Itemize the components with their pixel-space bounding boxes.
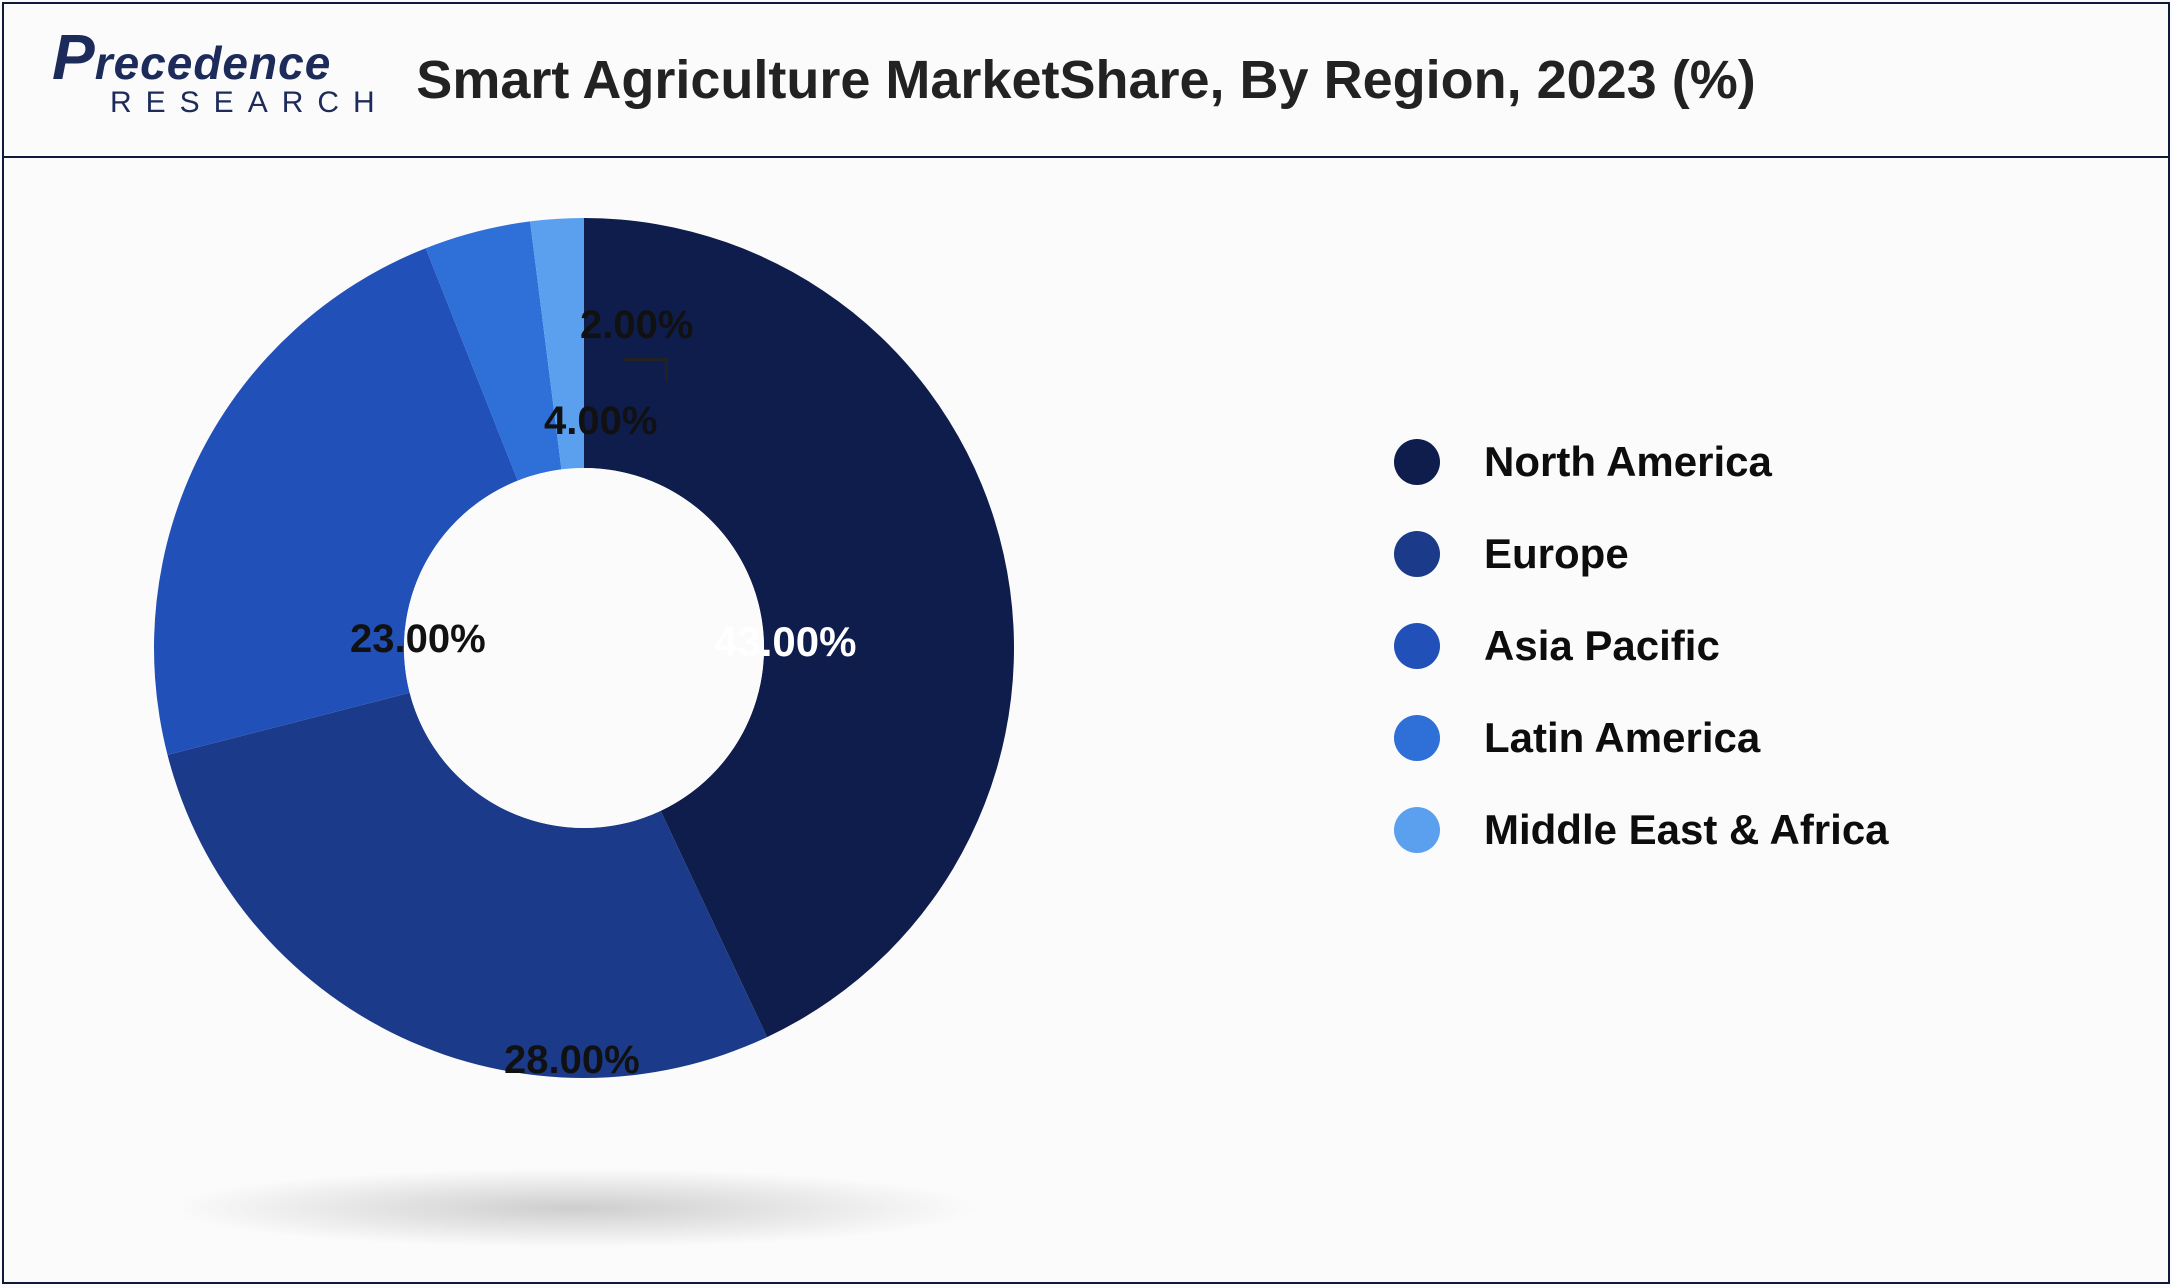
chart-body: 43.00% 28.00% 23.00% 4.00% 2.00% North A… (4, 158, 2168, 1282)
legend-text: Asia Pacific (1484, 622, 1720, 670)
leader-line-h (624, 358, 668, 361)
legend-text: Europe (1484, 530, 1629, 578)
legend: North America Europe Asia Pacific Latin … (1394, 438, 1889, 898)
legend-item-latin-america: Latin America (1394, 714, 1889, 762)
legend-item-asia-pacific: Asia Pacific (1394, 622, 1889, 670)
chart-frame: P recedence RESEARCH Smart Agriculture M… (2, 2, 2170, 1284)
slice-label-europe: 28.00% (504, 1038, 640, 1083)
slice-label-asia-pacific: 23.00% (350, 617, 486, 662)
legend-item-mea: Middle East & Africa (1394, 806, 1889, 854)
legend-text: North America (1484, 438, 1772, 486)
slice-label-north-america: 43.00% (714, 618, 856, 666)
slice-label-latin-america: 4.00% (544, 399, 657, 444)
leader-line-v (665, 358, 668, 382)
legend-dot (1394, 531, 1440, 577)
legend-dot (1394, 623, 1440, 669)
legend-text: Latin America (1484, 714, 1760, 762)
legend-item-north-america: North America (1394, 438, 1889, 486)
legend-item-europe: Europe (1394, 530, 1889, 578)
legend-dot (1394, 439, 1440, 485)
slice-label-mea: 2.00% (580, 303, 693, 348)
header: P recedence RESEARCH Smart Agriculture M… (4, 4, 2168, 158)
chart-title: Smart Agriculture MarketShare, By Region… (4, 49, 2168, 111)
legend-dot (1394, 715, 1440, 761)
legend-dot (1394, 807, 1440, 853)
legend-text: Middle East & Africa (1484, 806, 1889, 854)
chart-shadow (164, 1168, 984, 1248)
